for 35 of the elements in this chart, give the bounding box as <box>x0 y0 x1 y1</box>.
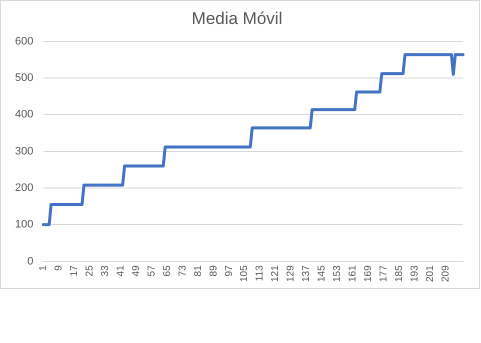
y-tick-label: 300 <box>14 145 34 158</box>
chart-title: Media Móvil <box>192 8 282 28</box>
y-tick-label: 0 <box>27 255 34 268</box>
y-tick-label: 400 <box>14 108 34 121</box>
x-tick-label: 169 <box>362 264 374 282</box>
x-tick-label: 209 <box>440 264 452 282</box>
x-tick-label: 57 <box>146 264 158 276</box>
x-tick-label: 121 <box>270 264 282 282</box>
x-tick-label: 17 <box>69 264 80 276</box>
x-tick-label: 97 <box>224 264 235 276</box>
x-tick-label: 65 <box>162 264 173 276</box>
y-tick-label: 500 <box>14 72 34 84</box>
x-tick-label: 193 <box>409 264 420 282</box>
x-tick-label: 41 <box>115 264 126 276</box>
x-tick-label: 177 <box>378 264 390 282</box>
x-tick-label: 1 <box>38 264 50 271</box>
x-tick-label: 153 <box>332 264 344 282</box>
y-tick-label: 200 <box>14 182 34 194</box>
x-tick-label: 161 <box>348 264 359 282</box>
y-tick-label: 600 <box>14 35 34 48</box>
y-tick-label: 100 <box>14 218 34 231</box>
x-tick-label: 137 <box>301 264 312 282</box>
x-tick-label: 73 <box>177 264 188 276</box>
x-tick-label: 33 <box>100 264 111 276</box>
x-tick-label: 129 <box>286 264 297 282</box>
x-tick-label: 105 <box>239 264 250 282</box>
x-tick-label: 113 <box>254 264 266 282</box>
x-tick-label: 145 <box>316 264 328 282</box>
x-tick-label: 89 <box>208 264 220 276</box>
x-tick-label: 9 <box>54 264 65 271</box>
x-tick-label: 49 <box>130 264 142 276</box>
x-tick-label: 185 <box>394 264 405 282</box>
x-tick-label: 25 <box>84 264 96 276</box>
x-tick-label: 201 <box>424 264 436 282</box>
x-tick-label: 81 <box>192 264 204 276</box>
